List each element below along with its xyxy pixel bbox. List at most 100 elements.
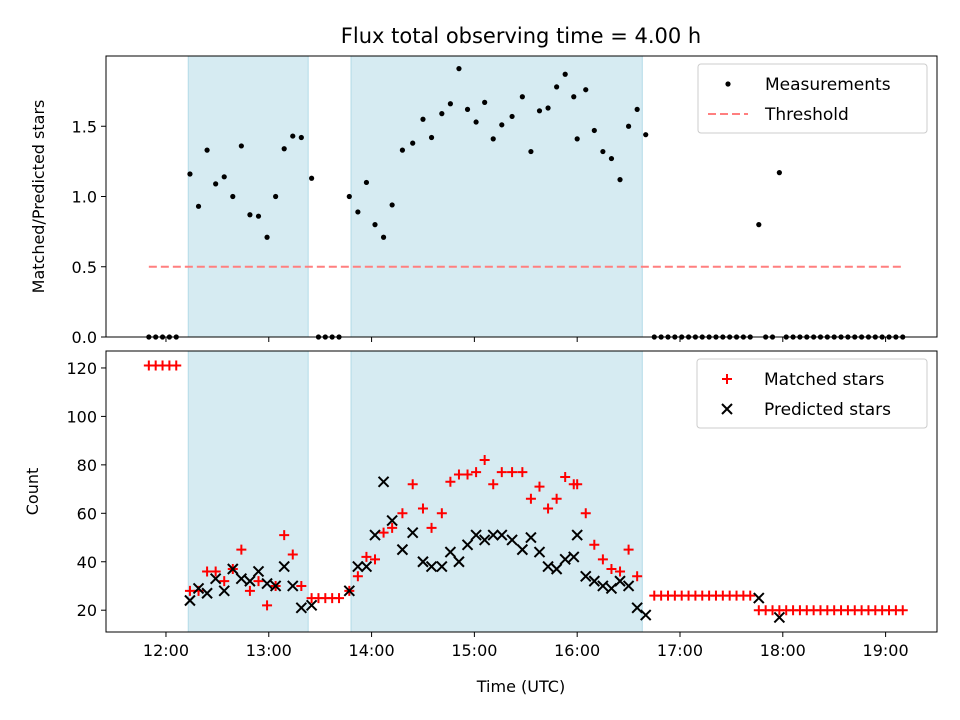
- data-point: [499, 122, 505, 128]
- data-point: [296, 580, 307, 591]
- data-point: [439, 111, 445, 117]
- legend-box: [696, 358, 928, 429]
- data-point: [597, 554, 608, 565]
- data-point: [389, 202, 395, 208]
- data-point: [773, 611, 786, 624]
- data-point: [622, 580, 635, 592]
- data-point: [417, 503, 428, 514]
- data-point: [461, 539, 474, 551]
- data-point: [269, 580, 282, 592]
- data-point: [428, 134, 435, 141]
- data-point: [470, 529, 482, 541]
- data-point: [589, 539, 600, 550]
- data-point: [509, 113, 515, 120]
- legend-label: Matched stars: [764, 370, 884, 390]
- y-tick-label: 20: [77, 601, 97, 620]
- data-point: [236, 544, 247, 555]
- data-point: [372, 222, 378, 228]
- data-point: [614, 575, 626, 587]
- data-point: [453, 469, 464, 480]
- data-point: [370, 554, 381, 565]
- data-point: [202, 566, 213, 577]
- data-point: [519, 94, 525, 100]
- data-point: [406, 526, 419, 539]
- data-point: [473, 119, 479, 125]
- y-axis-label: Count: [23, 468, 42, 516]
- legend-box: [697, 63, 928, 134]
- data-point: [608, 155, 615, 162]
- data-point: [210, 566, 221, 577]
- data-point: [377, 476, 390, 488]
- data-point: [453, 556, 465, 568]
- data-point: [171, 360, 182, 371]
- data-point: [436, 508, 447, 519]
- data-point: [632, 571, 643, 582]
- data-point: [278, 560, 290, 573]
- data-point: [533, 546, 546, 558]
- data-point: [380, 234, 387, 240]
- data-point: [536, 108, 543, 114]
- legend-label: Predicted stars: [764, 400, 891, 420]
- shaded-interval: [187, 350, 309, 633]
- data-point: [420, 116, 426, 122]
- data-point: [643, 132, 649, 138]
- data-point: [426, 522, 437, 533]
- data-point: [897, 605, 908, 616]
- y-tick-label: 100: [66, 407, 97, 426]
- data-point: [244, 575, 256, 587]
- data-point: [525, 493, 536, 504]
- chart-title: Flux total observing time = 4.00 h: [341, 24, 701, 48]
- data-point: [352, 560, 364, 573]
- data-point: [488, 479, 499, 490]
- legend-swatch: [725, 81, 731, 87]
- y-tick-label: 60: [77, 504, 97, 523]
- y-tick-label: 1.0: [72, 188, 97, 207]
- data-point: [560, 471, 571, 482]
- data-point: [597, 580, 609, 592]
- data-point: [192, 582, 205, 595]
- data-point: [574, 136, 580, 142]
- data-point: [397, 508, 408, 519]
- data-point: [262, 600, 273, 611]
- x-tick-label: 19:00: [863, 641, 909, 660]
- data-point: [273, 193, 279, 200]
- y-tick-label: 1.5: [72, 117, 97, 136]
- data-point: [355, 209, 361, 215]
- y-axis-label: Matched/Predicted stars: [29, 100, 48, 294]
- data-point: [583, 87, 589, 93]
- shaded-interval: [350, 350, 643, 633]
- data-point: [745, 590, 756, 601]
- data-point: [255, 213, 262, 219]
- data-point: [562, 71, 568, 77]
- data-point: [305, 599, 318, 612]
- data-point: [298, 134, 304, 141]
- data-point: [287, 549, 298, 560]
- data-point: [295, 602, 308, 614]
- series-matched-stars: [143, 360, 908, 616]
- data-point: [209, 572, 222, 585]
- legend-swatch: [721, 403, 733, 415]
- data-point: [478, 534, 491, 546]
- x-tick-label: 15:00: [451, 641, 497, 660]
- data-point: [287, 580, 299, 592]
- legend-label: Measurements: [765, 75, 891, 95]
- data-point: [571, 94, 577, 100]
- shaded-interval: [350, 55, 643, 338]
- data-point: [407, 479, 418, 490]
- data-point: [334, 593, 345, 604]
- data-point: [436, 560, 448, 573]
- data-point: [213, 181, 219, 187]
- data-point: [396, 543, 409, 556]
- data-point: [201, 587, 213, 599]
- data-point: [387, 522, 398, 533]
- data-point: [195, 203, 202, 209]
- data-point: [244, 585, 255, 596]
- data-point: [756, 222, 762, 228]
- data-point: [462, 469, 473, 480]
- data-point: [290, 133, 296, 139]
- data-point: [506, 534, 518, 546]
- data-point: [361, 551, 372, 562]
- data-point: [221, 174, 227, 180]
- data-point: [187, 171, 193, 177]
- data-point: [525, 531, 537, 544]
